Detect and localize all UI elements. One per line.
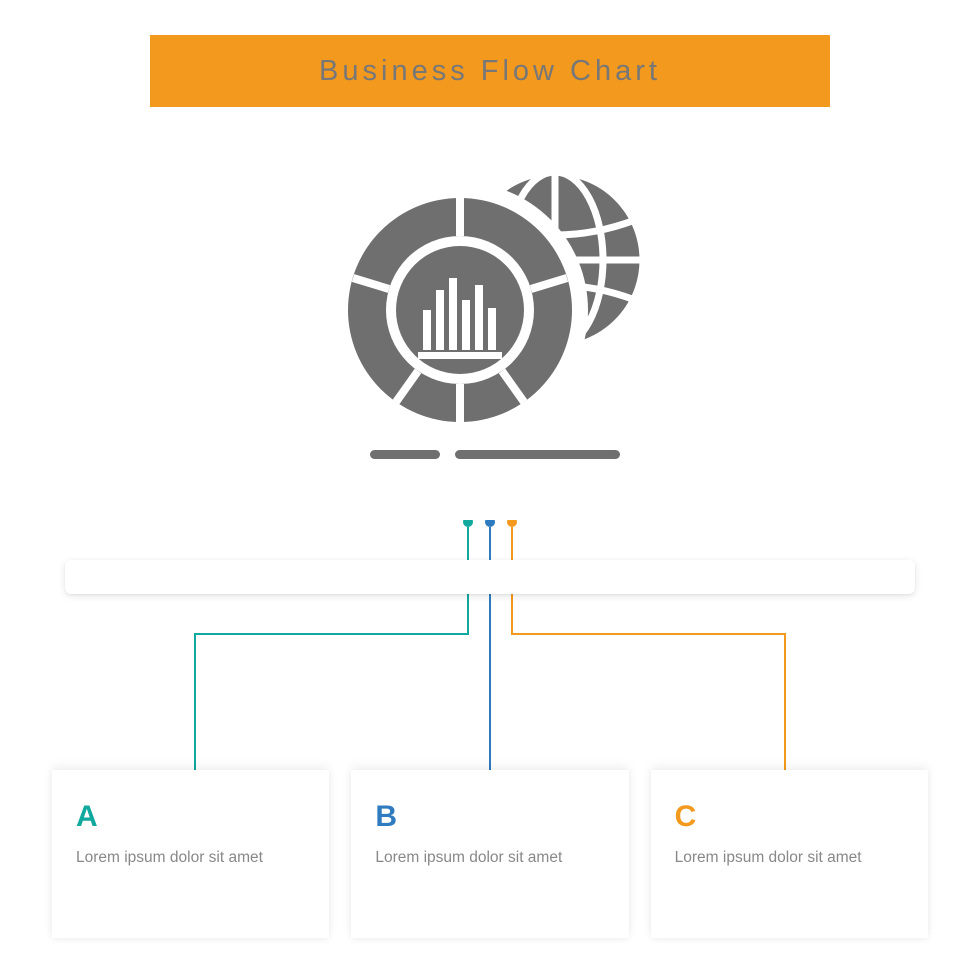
card-row: A Lorem ipsum dolor sit amet B Lorem ips… <box>52 770 928 938</box>
card-letter-c: C <box>675 800 904 834</box>
header-band: Business Flow Chart <box>150 35 830 107</box>
card-text-c: Lorem ipsum dolor sit amet <box>675 846 904 870</box>
donut-chart-icon <box>332 182 588 438</box>
card-c: C Lorem ipsum dolor sit amet <box>651 770 928 938</box>
card-b: B Lorem ipsum dolor sit amet <box>351 770 628 938</box>
divider-panel <box>65 560 915 594</box>
card-letter-b: B <box>375 800 604 834</box>
card-letter-a: A <box>76 800 305 834</box>
hero-analytics-globe-icon <box>310 150 670 470</box>
page-title: Business Flow Chart <box>319 55 661 88</box>
card-text-a: Lorem ipsum dolor sit amet <box>76 846 305 870</box>
card-a: A Lorem ipsum dolor sit amet <box>52 770 329 938</box>
underline-decoration <box>370 450 620 459</box>
card-text-b: Lorem ipsum dolor sit amet <box>375 846 604 870</box>
